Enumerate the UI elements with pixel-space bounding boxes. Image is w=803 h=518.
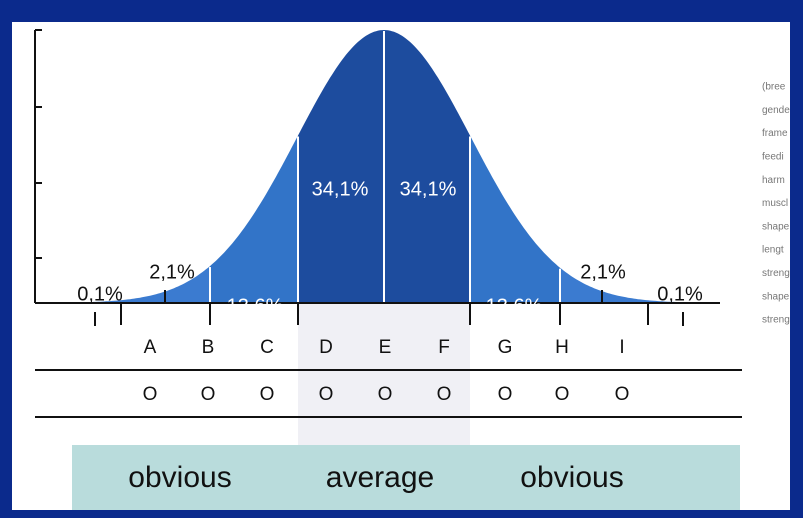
- column-label: H: [555, 337, 569, 358]
- curve-segment: [560, 267, 710, 303]
- curve-segment: [470, 135, 560, 303]
- column-label: F: [438, 337, 450, 358]
- axes: [34, 29, 742, 418]
- column-label: B: [202, 337, 215, 358]
- bottom-band: [72, 445, 740, 510]
- side-item: feedi: [762, 152, 784, 163]
- column-mark: O: [143, 384, 158, 405]
- percent-label: 34,1%: [400, 178, 457, 200]
- percent-label: 13,6%: [486, 295, 543, 317]
- side-item: harm: [762, 175, 785, 186]
- percent-label: 2,1%: [149, 261, 195, 283]
- column-label: C: [260, 337, 274, 358]
- side-item: gende: [762, 105, 790, 116]
- column-mark: O: [437, 384, 452, 405]
- side-item: frame: [762, 128, 788, 139]
- side-item: streng: [762, 268, 790, 279]
- column-mark: O: [615, 384, 630, 405]
- side-item: shape: [762, 221, 790, 232]
- percent-label: 34,1%: [312, 178, 369, 200]
- percent-label: 0,1%: [657, 283, 703, 305]
- bottom-label: average: [326, 461, 434, 494]
- side-item: lengt: [762, 245, 784, 256]
- percent-label: 2,1%: [580, 261, 626, 283]
- column-mark: O: [378, 384, 393, 405]
- column-label: I: [619, 337, 624, 358]
- bottom-label: obvious: [520, 461, 623, 494]
- bell-curve: [60, 30, 710, 303]
- column-mark: O: [260, 384, 275, 405]
- column-mark: O: [498, 384, 513, 405]
- percent-label: 0,1%: [77, 283, 123, 305]
- side-item: muscl: [762, 198, 788, 209]
- column-label: G: [498, 337, 513, 358]
- percent-label: 13,6%: [227, 295, 284, 317]
- side-item: shape: [762, 291, 790, 302]
- column-mark: O: [319, 384, 334, 405]
- curve-segment: [60, 266, 210, 303]
- column-mark: O: [555, 384, 570, 405]
- column-mark: O: [201, 384, 216, 405]
- column-label: A: [144, 337, 157, 358]
- side-item: (bree: [762, 82, 786, 93]
- side-item: streng: [762, 315, 790, 326]
- center-band: [298, 303, 470, 445]
- bottom-label: obvious: [128, 461, 231, 494]
- column-label: E: [379, 337, 392, 358]
- column-label: D: [319, 337, 333, 358]
- curve-segment: [210, 135, 298, 303]
